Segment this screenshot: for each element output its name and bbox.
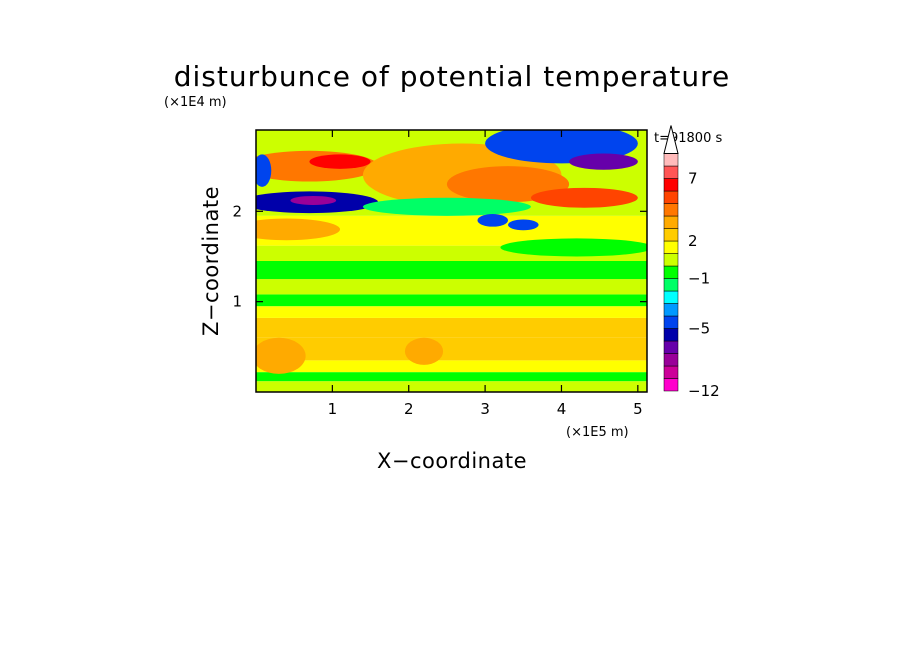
field-band [256, 261, 647, 280]
x-tick-label: 1 [328, 400, 338, 418]
field-anomaly [256, 218, 340, 241]
axis-ticks: 1 2 3 4 5 1 2 [232, 130, 647, 418]
colorbar-swatch [663, 203, 679, 217]
x-tick-label: 3 [480, 400, 490, 418]
colorbar-swatch [663, 265, 679, 279]
colorbar-label: −5 [688, 320, 710, 338]
colorbar-label: −12 [688, 382, 720, 400]
field-anomaly [309, 154, 371, 169]
x-axis-title: X−coordinate [377, 449, 527, 473]
field-anomaly [477, 214, 509, 227]
x-unit-label: (×1E5 m) [566, 425, 629, 440]
x-tick-label: 5 [633, 400, 643, 418]
field-anomaly [404, 337, 444, 365]
heatmap-field [256, 130, 647, 392]
time-label: t=91800 s [654, 131, 722, 146]
colorbar-swatch [663, 215, 679, 229]
colorbar-swatch [663, 278, 679, 292]
field-band [256, 294, 647, 307]
colorbar-swatch [663, 340, 679, 354]
plot-frame [255, 129, 648, 393]
colorbar-swatch [663, 378, 679, 392]
colorbar-swatch [663, 365, 679, 379]
y-axis-title: Z−coordinate [199, 186, 223, 336]
chart-title: disturbunce of potential temperature [174, 60, 731, 93]
colorbar-extend-arrow [663, 125, 679, 154]
y-tick-label: 2 [232, 202, 242, 220]
colorbar-swatch [663, 315, 679, 329]
field-band [256, 306, 647, 318]
colorbar-swatch [663, 190, 679, 204]
colorbar-swatch [663, 328, 679, 342]
colorbar-swatch [663, 303, 679, 317]
field-band [256, 360, 647, 373]
field-anomaly [256, 154, 272, 187]
colorbar-swatch [663, 353, 679, 367]
colorbar-label: −1 [688, 270, 710, 288]
colorbar-swatch [663, 165, 679, 179]
field-anomaly [508, 219, 539, 231]
field-band [256, 381, 647, 392]
colorbar-swatch [663, 153, 679, 167]
colorbar-swatch [663, 253, 679, 267]
field-anomaly [256, 337, 306, 374]
field-band [256, 337, 647, 361]
colorbar-swatch [663, 290, 679, 304]
field-anomaly [530, 187, 638, 208]
colorbar-swatch [663, 240, 679, 254]
colorbar-swatch [663, 178, 679, 192]
field-anomaly [569, 153, 638, 170]
colorbar-swatch [663, 228, 679, 242]
field-band [256, 279, 647, 295]
field-anomaly [290, 195, 337, 205]
colorbar-label: 2 [688, 232, 698, 250]
colorbar: −12−5−127 [663, 125, 720, 400]
y-tick-label: 1 [232, 293, 242, 311]
field-band [256, 317, 647, 338]
field-band [256, 372, 647, 382]
colorbar-label: 7 [688, 170, 698, 188]
x-tick-label: 2 [404, 400, 414, 418]
y-unit-label: (×1E4 m) [164, 95, 227, 110]
x-tick-label: 4 [557, 400, 567, 418]
field-anomaly [500, 238, 647, 257]
field-anomaly [362, 197, 531, 216]
